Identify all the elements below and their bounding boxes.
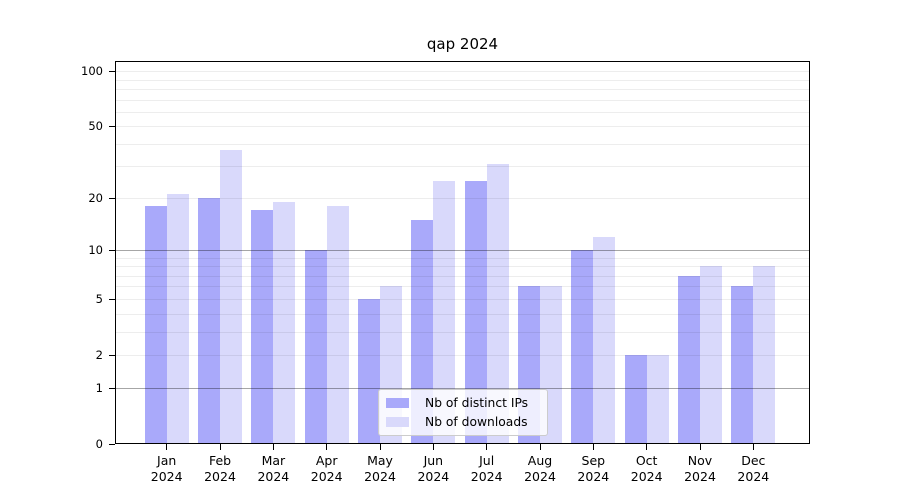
- bar-ips-mar: [251, 210, 274, 444]
- bar-downloads-jan: [166, 194, 189, 444]
- x-tick-label-feb: Feb 2024: [204, 452, 236, 484]
- x-tick-label-jan: Jan 2024: [150, 452, 183, 484]
- gridline-70: [115, 99, 810, 101]
- bar-ips-nov: [678, 275, 700, 444]
- x-tick-jan: [166, 443, 168, 450]
- gridline-90: [115, 79, 810, 81]
- x-tick-feb: [219, 443, 221, 450]
- bar-ips-dec: [731, 286, 754, 444]
- gridline-8: [115, 266, 810, 268]
- gridline-major-10: [115, 250, 810, 251]
- y-tick-label-100: 100: [81, 64, 103, 79]
- gridline-4: [115, 313, 810, 315]
- y-tick-50: [109, 126, 115, 128]
- y-tick-10: [109, 250, 115, 251]
- x-tick-label-sep: Sep 2024: [577, 452, 610, 484]
- y-tick-label-0: 0: [95, 436, 103, 451]
- gridline-20: [115, 197, 810, 199]
- x-tick-oct: [646, 443, 648, 450]
- gridline-major-1: [115, 387, 810, 389]
- y-tick-1: [109, 387, 115, 389]
- bar-ips-jun: [411, 219, 434, 444]
- bar-ips-jan: [144, 205, 167, 444]
- y-tick-2: [109, 354, 115, 356]
- gridline-40: [115, 143, 810, 145]
- x-tick-nov: [699, 443, 701, 450]
- gridline-80: [115, 88, 810, 90]
- gridline-30: [115, 166, 810, 168]
- y-tick-0: [109, 443, 115, 445]
- x-tick-jun: [432, 443, 434, 450]
- x-tick-dec: [752, 443, 754, 450]
- y-tick-label-20: 20: [88, 190, 103, 205]
- chart-title: qap 2024: [426, 35, 499, 53]
- gridline-2: [115, 354, 810, 356]
- gridline-5: [115, 298, 810, 300]
- x-tick-label-mar: Mar 2024: [257, 452, 290, 484]
- x-tick-mar: [272, 443, 274, 450]
- bar-downloads-oct: [646, 354, 669, 444]
- gridline-60: [115, 111, 810, 113]
- x-tick-label-jul: Jul 2024: [470, 452, 503, 484]
- bar-ips-oct: [624, 354, 647, 444]
- x-tick-apr: [326, 443, 328, 450]
- bar-ips-feb: [198, 197, 221, 444]
- x-tick-label-apr: Apr 2024: [310, 452, 343, 484]
- y-tick-label-5: 5: [95, 291, 103, 306]
- gridline-9: [115, 257, 810, 259]
- bar-ips-jul: [464, 180, 487, 444]
- legend-swatch-downloads: [386, 417, 409, 427]
- x-tick-jul: [486, 443, 488, 450]
- x-tick-label-aug: Aug 2024: [524, 452, 556, 484]
- gridline-7: [115, 275, 810, 277]
- legend-item-distinct-ips: Nb of distinct IPs: [386, 395, 547, 411]
- bar-downloads-jul: [486, 163, 509, 444]
- x-tick-aug: [539, 443, 541, 450]
- bar-downloads-mar: [273, 201, 296, 444]
- bar-downloads-nov: [700, 266, 722, 444]
- legend-swatch-distinct-ips: [386, 398, 409, 408]
- bar-ips-sep: [571, 250, 594, 444]
- plot-area: [115, 61, 810, 444]
- y-tick-label-50: 50: [88, 119, 103, 134]
- gridline-50: [115, 126, 810, 128]
- legend-label-distinct-ips: Nb of distinct IPs: [425, 396, 529, 410]
- legend-label-downloads: Nb of downloads: [425, 415, 528, 429]
- y-tick-5: [109, 298, 115, 300]
- y-tick-20: [109, 197, 115, 199]
- bar-downloads-jun: [433, 180, 456, 444]
- bar-downloads-feb: [220, 149, 243, 444]
- bar-downloads-apr: [326, 205, 349, 444]
- chart-legend: Nb of distinct IPs Nb of downloads: [378, 389, 548, 436]
- legend-item-downloads: Nb of downloads: [386, 414, 547, 430]
- y-tick-label-2: 2: [95, 347, 103, 362]
- gridline-100: [115, 71, 810, 73]
- x-tick-label-nov: Nov 2024: [684, 452, 716, 484]
- x-tick-may: [379, 443, 381, 450]
- bar-downloads-sep: [593, 236, 616, 444]
- bar-ips-may: [358, 298, 381, 444]
- y-tick-100: [109, 71, 115, 73]
- gridline-6: [115, 286, 810, 288]
- bar-ips-apr: [304, 250, 327, 444]
- x-tick-label-oct: Oct 2024: [630, 452, 663, 484]
- y-tick-label-1: 1: [95, 380, 103, 395]
- y-tick-label-10: 10: [88, 243, 103, 257]
- x-tick-sep: [592, 443, 594, 450]
- x-tick-label-may: May 2024: [364, 452, 396, 484]
- bar-downloads-dec: [753, 266, 776, 444]
- x-tick-label-dec: Dec 2024: [737, 452, 770, 484]
- x-tick-label-jun: Jun 2024: [417, 452, 450, 484]
- gridline-3: [115, 331, 810, 333]
